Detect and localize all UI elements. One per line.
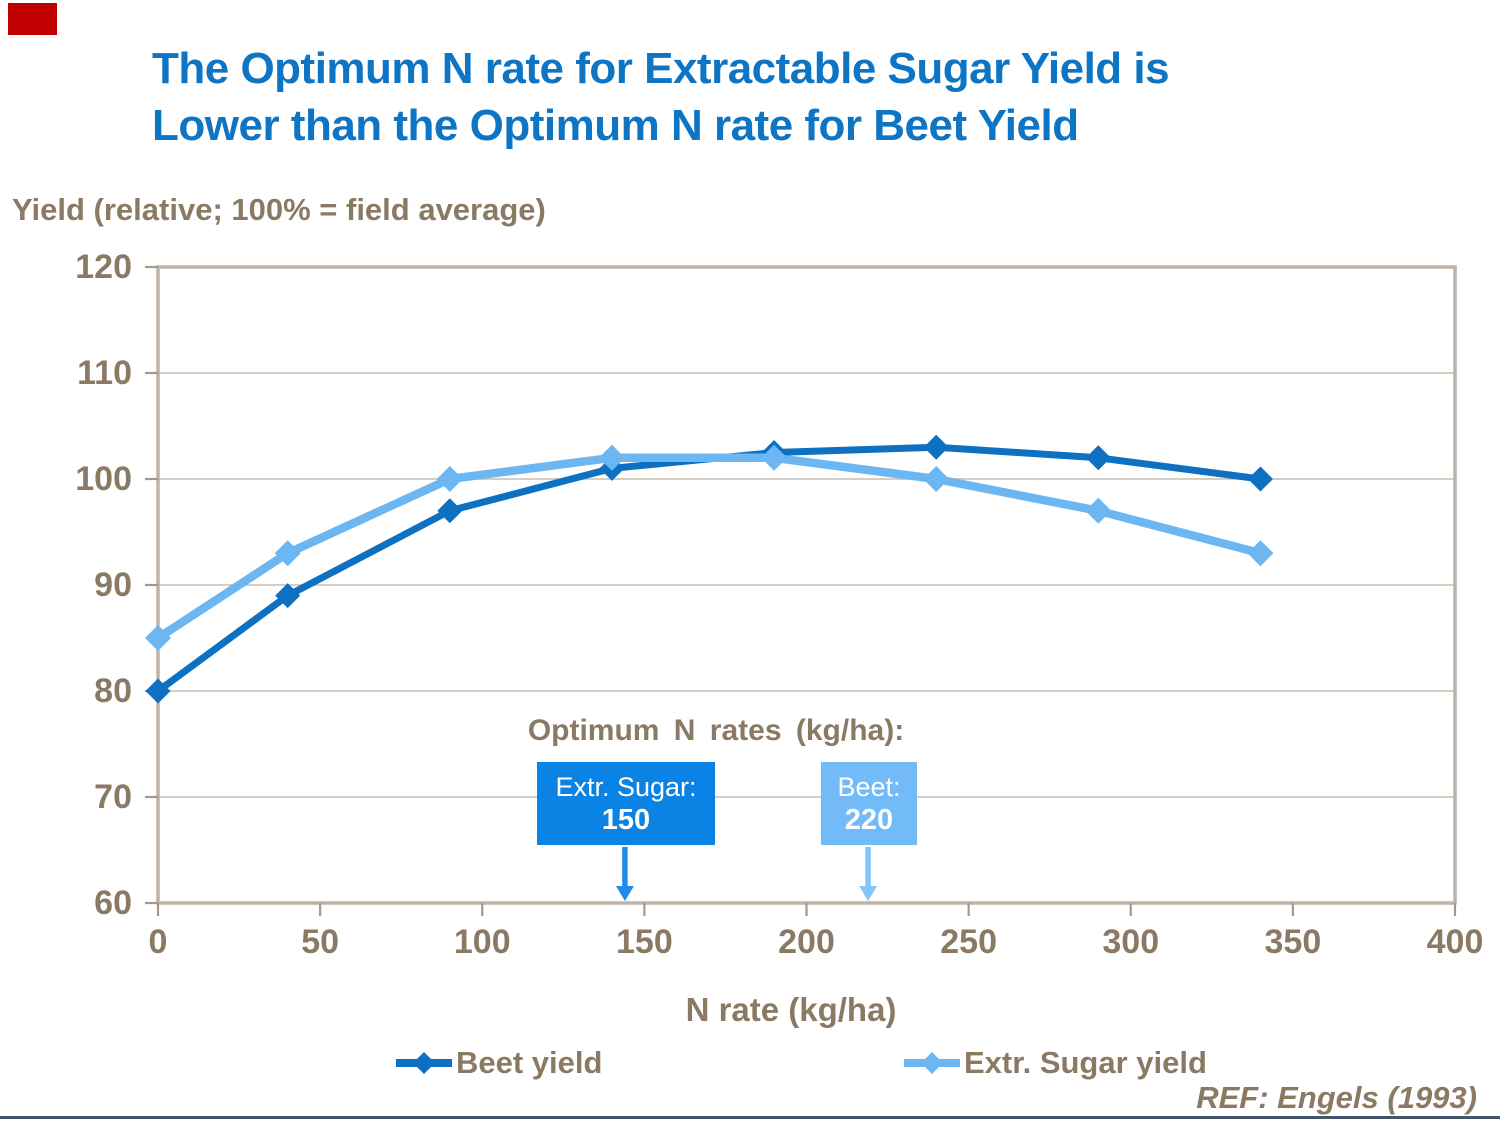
bottom-rule <box>0 1116 1500 1119</box>
x-tick-label-250: 250 <box>940 923 997 961</box>
beet-callout: Beet: 220 <box>821 762 917 845</box>
beet-callout-value: 220 <box>844 803 894 836</box>
x-tick-label-300: 300 <box>1102 923 1160 961</box>
x-tick-label-0: 0 <box>148 923 168 961</box>
x-axis-title: N rate (kg/ha) <box>685 991 897 1028</box>
extr-sugar-yield-marker <box>436 466 463 492</box>
y-axis-title: Yield (relative; 100% = field average) <box>12 192 546 227</box>
extr-sugar-callout-value: 150 <box>601 803 651 836</box>
y-tick-label-90: 90 <box>94 566 132 604</box>
extr-sugar-yield-marker <box>274 540 301 567</box>
legend-item-extr-sugar-yield: Extr. Sugar yield <box>903 1042 1207 1084</box>
beet-yield-marker <box>1085 445 1111 471</box>
extr-sugar-yield-marker <box>761 444 788 471</box>
beet-yield-legend-label: Beet yield <box>456 1045 603 1080</box>
red-flag-marker <box>8 3 57 35</box>
slide-title-line1: The Optimum N rate for Extractable Sugar… <box>152 44 1170 93</box>
extr-sugar-yield-marker <box>923 466 950 492</box>
beet-yield-marker <box>1247 466 1273 492</box>
extr-sugar-yield-legend-marker-icon <box>904 1052 960 1074</box>
extr-sugar-yield-marker <box>1085 497 1112 524</box>
beet-arrow-head-icon <box>859 886 878 901</box>
slide-title: The Optimum N rate for Extractable Sugar… <box>152 40 1432 154</box>
y-tick-label-110: 110 <box>77 354 132 392</box>
y-tick-label-60: 60 <box>94 884 132 922</box>
slide-title-line2: Lower than the Optimum N rate for Beet Y… <box>152 101 1079 150</box>
beet-yield-marker <box>145 678 171 704</box>
reference-citation: REF: Engels (1993) <box>1196 1080 1477 1115</box>
beet-yield-marker <box>275 583 301 609</box>
y-tick-label-80: 80 <box>94 672 132 710</box>
y-tick-label-120: 120 <box>75 248 132 286</box>
x-tick-label-350: 350 <box>1264 923 1322 961</box>
extr-sugar-arrow-head-icon <box>615 886 634 901</box>
extr-sugar-yield-marker <box>145 625 171 651</box>
beet-yield-line <box>154 443 1264 695</box>
legend-diamond-icon <box>921 1052 943 1074</box>
extr-sugar-yield-marker <box>598 444 625 471</box>
beet-yield-marker <box>923 434 949 460</box>
extr-sugar-callout: Extr. Sugar: 150 <box>537 762 715 845</box>
extr-sugar-yield-marker <box>1247 540 1274 567</box>
extr-sugar-yield-line <box>153 453 1265 643</box>
annotation-title: Optimum N rates (kg/ha): <box>527 714 905 747</box>
y-tick-label-100: 100 <box>75 460 132 498</box>
legend-item-beet-yield: Beet yield <box>395 1042 602 1084</box>
beet-yield-legend-marker-icon <box>396 1052 452 1074</box>
extr-sugar-callout-label: Extr. Sugar: <box>555 771 697 802</box>
beet-yield-marker <box>437 498 463 524</box>
x-tick-label-100: 100 <box>453 923 511 961</box>
y-tick-label-70: 70 <box>94 778 132 816</box>
legend-diamond-icon <box>413 1052 435 1074</box>
x-tick-label-150: 150 <box>616 923 673 961</box>
extr-sugar-yield-legend-label: Extr. Sugar yield <box>964 1045 1207 1080</box>
beet-callout-label: Beet: <box>837 771 901 802</box>
x-tick-label-200: 200 <box>778 923 835 961</box>
x-tick-label-400: 400 <box>1426 923 1484 961</box>
x-tick-label-50: 50 <box>301 923 340 961</box>
